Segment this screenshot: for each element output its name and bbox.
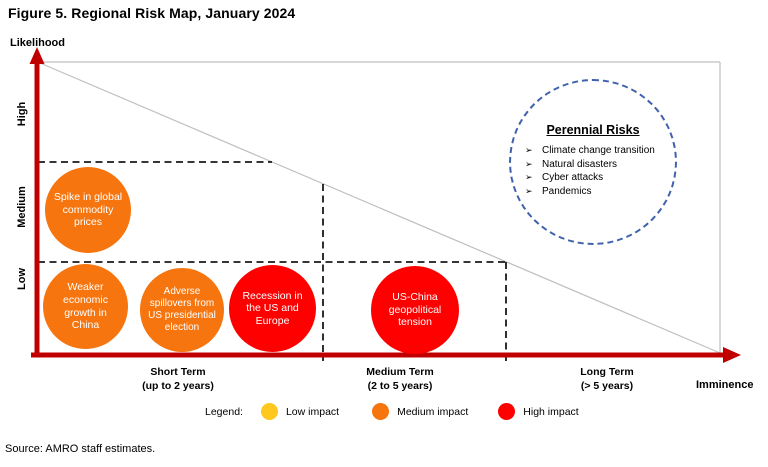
risk-bubble-us-china-tension: US-China geopolitical tension: [371, 266, 459, 354]
x-zone-long-term: Long Term (> 5 years): [542, 366, 672, 393]
list-item: ➢ Cyber attacks: [525, 171, 675, 185]
perennial-risk-label: Climate change transition: [542, 145, 655, 156]
arrow-bullet-icon: ➢: [525, 145, 533, 155]
legend: Legend: Low impact Medium impact High im…: [205, 402, 579, 421]
perennial-risk-label: Natural disasters: [542, 158, 618, 170]
perennial-risks-list: ➢ Climate change transition ➢ Natural di…: [525, 144, 675, 198]
legend-title: Legend:: [205, 405, 243, 418]
source-note: Source: AMRO staff estimates.: [5, 443, 156, 455]
legend-item-medium: Medium impact: [372, 403, 468, 420]
medium-impact-dot-icon: [372, 403, 390, 420]
risk-bubble-label: Weaker economic growth in China: [63, 281, 108, 332]
x-zone-short-term: Short Term (up to 2 years): [113, 366, 243, 393]
perennial-risk-label: Pandemics: [542, 185, 592, 197]
figure-title: Figure 5. Regional Risk Map, January 202…: [8, 5, 296, 21]
risk-bubble-label: Spike in global commodity prices: [53, 191, 123, 229]
perennial-risks-circle: Perennial Risks ➢ Climate change transit…: [509, 79, 677, 245]
y-tick-low: Low: [16, 268, 28, 290]
arrow-bullet-icon: ➢: [525, 172, 533, 182]
legend-item-label: Medium impact: [397, 405, 469, 418]
arrow-bullet-icon: ➢: [525, 158, 533, 169]
diagonal-line: [39, 62, 721, 354]
x-zone-sublabel: (up to 2 years): [142, 379, 214, 392]
list-item: ➢ Natural disasters: [525, 158, 675, 172]
risk-bubble-label: Recession in the US and Europe: [242, 289, 303, 327]
x-zone-sublabel: (> 5 years): [580, 379, 634, 392]
x-axis-arrow-icon: [723, 347, 741, 363]
y-tick-high: High: [16, 101, 28, 127]
risk-bubble-label: US-China geopolitical tension: [388, 291, 442, 329]
high-impact-dot-icon: [498, 403, 516, 420]
x-axis-label: Imminence: [696, 379, 754, 391]
y-axis-arrow-icon: [29, 47, 45, 64]
y-axis-label: Likelihood: [10, 37, 65, 49]
x-zone-label: Long Term: [580, 366, 634, 378]
risk-bubble-spike-commodity: Spike in global commodity prices: [45, 167, 131, 253]
legend-item-low: Low impact: [260, 403, 340, 420]
legend-item-label: High impact: [523, 405, 579, 418]
low-impact-dot-icon: [260, 403, 278, 420]
arrow-bullet-icon: ➢: [525, 185, 533, 196]
perennial-risks-title: Perennial Risks: [546, 123, 640, 137]
risk-bubble-label: Adverse spillovers from US presidential …: [148, 286, 216, 333]
risk-bubble-weaker-china-growth: Weaker economic growth in China: [43, 264, 128, 349]
x-zone-medium-term: Medium Term (2 to 5 years): [335, 366, 465, 393]
perennial-risk-label: Cyber attacks: [542, 172, 604, 183]
x-zone-label: Short Term: [150, 366, 206, 378]
list-item: ➢ Pandemics: [525, 185, 675, 199]
risk-bubble-us-europe-recession: Recession in the US and Europe: [229, 265, 316, 352]
x-zone-sublabel: (2 to 5 years): [367, 379, 433, 392]
risk-bubble-us-election-spillovers: Adverse spillovers from US presidential …: [140, 268, 224, 352]
x-zone-label: Medium Term: [366, 366, 434, 378]
legend-item-label: Low impact: [285, 405, 340, 418]
list-item: ➢ Climate change transition: [525, 144, 675, 158]
legend-item-high: High impact: [498, 403, 579, 420]
